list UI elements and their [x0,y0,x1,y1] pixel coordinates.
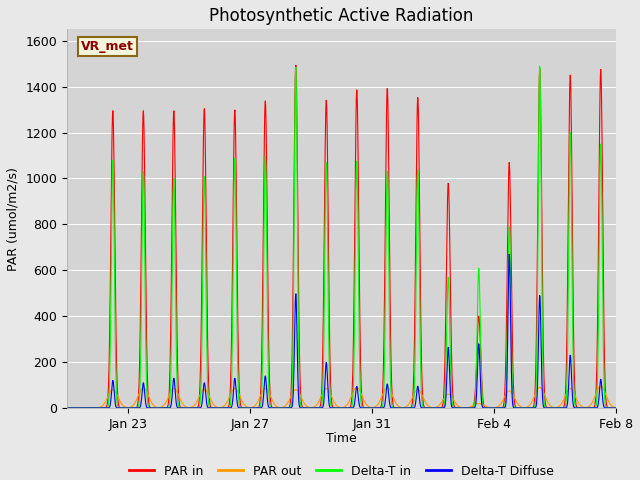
Y-axis label: PAR (umol/m2/s): PAR (umol/m2/s) [7,167,20,271]
Delta-T Diffuse [537,318,545,324]
PAR in [417,267,424,273]
PAR in [308,405,316,411]
PAR in [537,102,545,108]
Text: VR_met: VR_met [81,40,134,53]
PAR in [299,405,307,410]
Delta-T Diffuse [95,405,103,411]
Delta-T Diffuse [506,252,513,257]
PAR in [612,405,620,411]
Line: Delta-T in: Delta-T in [67,66,616,408]
PAR in [95,405,103,411]
Delta-T Diffuse [612,405,620,411]
Delta-T in [95,405,103,411]
PAR out [355,386,363,392]
Delta-T in [299,405,307,411]
PAR out [95,405,103,410]
PAR out [536,384,544,390]
Delta-T in [536,63,543,69]
Legend: PAR in, PAR out, Delta-T in, Delta-T Diffuse: PAR in, PAR out, Delta-T in, Delta-T Dif… [124,460,559,480]
Line: PAR out: PAR out [67,386,616,408]
PAR out [299,397,307,403]
Delta-T in [63,405,71,411]
PAR out [612,405,620,410]
Title: Photosynthetic Active Radiation: Photosynthetic Active Radiation [209,7,474,25]
PAR in [292,62,300,68]
Delta-T in [416,313,424,319]
Delta-T Diffuse [355,401,363,407]
PAR out [63,405,71,411]
Delta-T Diffuse [308,405,316,411]
Delta-T Diffuse [299,405,307,411]
Delta-T in [612,405,620,411]
Delta-T in [537,119,545,125]
PAR in [356,289,364,295]
Delta-T Diffuse [416,400,424,406]
PAR out [308,405,316,410]
PAR out [597,384,605,389]
PAR out [416,388,424,394]
Delta-T in [308,405,316,411]
Line: Delta-T Diffuse: Delta-T Diffuse [67,254,616,408]
X-axis label: Time: Time [326,432,357,445]
PAR in [63,405,71,411]
Delta-T Diffuse [63,405,71,411]
Line: PAR in: PAR in [67,65,616,408]
Delta-T in [355,333,363,338]
